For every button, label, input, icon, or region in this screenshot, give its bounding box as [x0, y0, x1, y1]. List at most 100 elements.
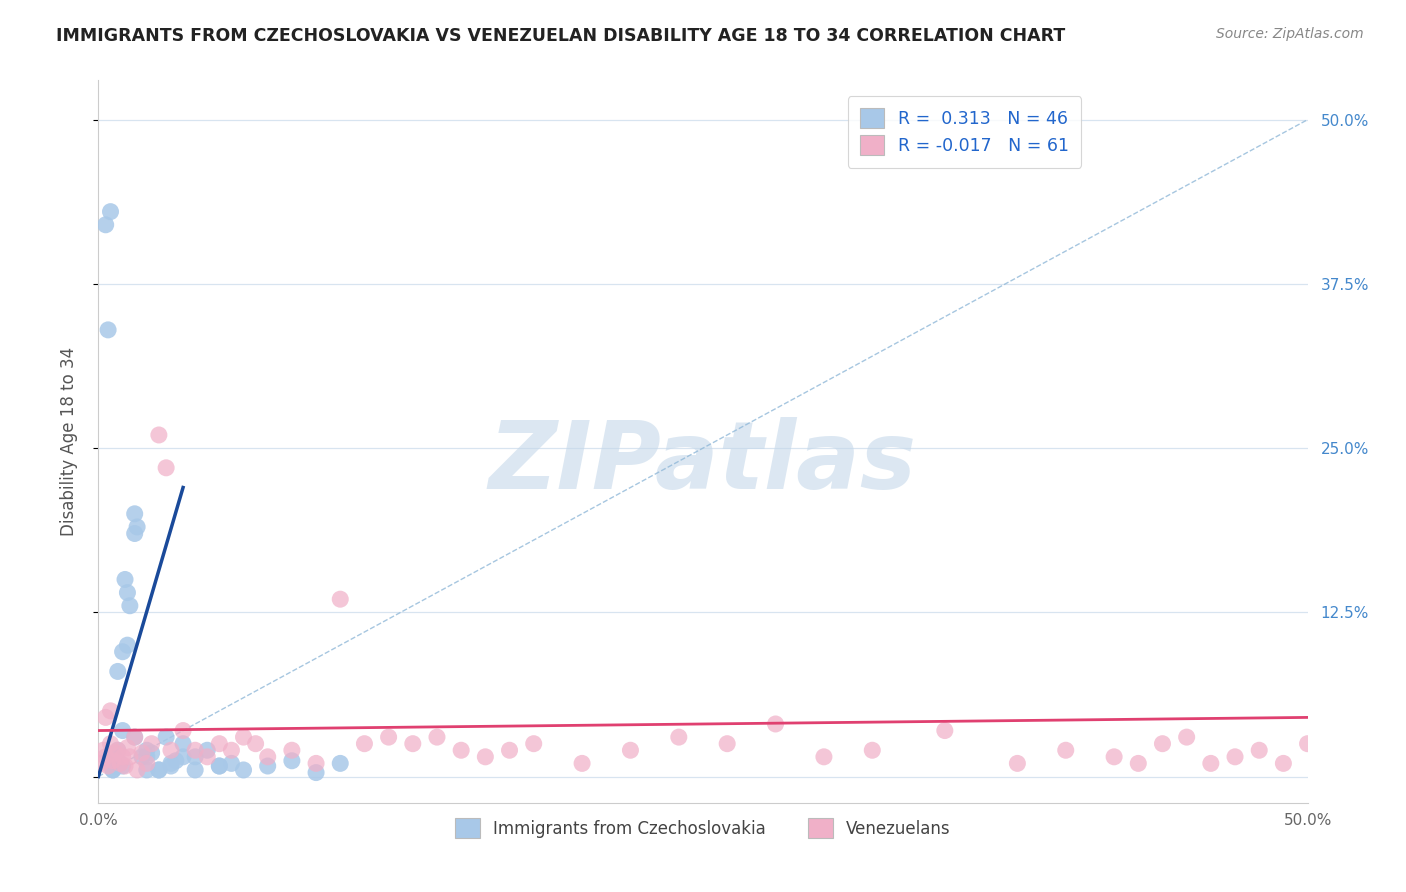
Point: [107, 743, 129, 757]
Point: [1054, 743, 1077, 757]
Point: [208, 759, 231, 773]
Point: [245, 737, 267, 751]
Point: [124, 730, 146, 744]
Point: [232, 763, 254, 777]
Point: [498, 743, 520, 757]
Point: [172, 749, 194, 764]
Point: [195, 743, 218, 757]
Point: [165, 754, 187, 768]
Point: [101, 763, 124, 777]
Point: [160, 759, 183, 773]
Point: [127, 763, 149, 777]
Point: [114, 573, 136, 587]
Point: [523, 737, 546, 751]
Point: [184, 749, 207, 764]
Point: [111, 645, 134, 659]
Point: [172, 723, 194, 738]
Point: [716, 737, 738, 751]
Point: [90, 756, 112, 771]
Point: [1296, 737, 1319, 751]
Point: [1272, 756, 1295, 771]
Point: [135, 763, 157, 777]
Point: [1199, 756, 1222, 771]
Point: [124, 507, 146, 521]
Point: [91, 743, 114, 757]
Point: [135, 756, 157, 771]
Point: [184, 763, 207, 777]
Point: [1007, 756, 1029, 771]
Point: [160, 743, 183, 757]
Point: [1175, 730, 1198, 744]
Point: [118, 749, 141, 764]
Point: [221, 756, 243, 771]
Point: [101, 754, 124, 768]
Point: [934, 723, 956, 738]
Point: [195, 749, 218, 764]
Y-axis label: Disability Age 18 to 34: Disability Age 18 to 34: [59, 347, 77, 536]
Point: [221, 743, 243, 757]
Point: [148, 763, 170, 777]
Point: [101, 763, 124, 777]
Point: [100, 737, 122, 751]
Point: [131, 746, 153, 760]
Point: [135, 749, 157, 764]
Point: [184, 743, 207, 757]
Point: [111, 723, 134, 738]
Point: [256, 749, 278, 764]
Point: [765, 717, 787, 731]
Point: [131, 749, 153, 764]
Point: [1249, 743, 1271, 757]
Point: [426, 730, 449, 744]
Point: [281, 754, 304, 768]
Point: [117, 740, 139, 755]
Point: [124, 526, 146, 541]
Point: [100, 704, 122, 718]
Point: [402, 737, 425, 751]
Point: [474, 749, 496, 764]
Point: [114, 759, 136, 773]
Point: [155, 730, 177, 744]
Point: [111, 749, 134, 764]
Point: [172, 737, 194, 751]
Point: [124, 730, 146, 744]
Point: [141, 746, 163, 760]
Point: [256, 759, 278, 773]
Point: [107, 743, 129, 757]
Legend: Immigrants from Czechoslovakia, Venezuelans: Immigrants from Czechoslovakia, Venezuel…: [449, 812, 957, 845]
Point: [118, 599, 141, 613]
Point: [860, 743, 883, 757]
Point: [104, 749, 127, 764]
Point: [100, 204, 122, 219]
Point: [117, 638, 139, 652]
Point: [571, 756, 593, 771]
Point: [329, 756, 352, 771]
Point: [148, 763, 170, 777]
Point: [94, 218, 117, 232]
Point: [377, 730, 399, 744]
Point: [94, 710, 117, 724]
Point: [104, 759, 127, 773]
Point: [108, 756, 131, 771]
Point: [108, 756, 131, 771]
Point: [100, 756, 122, 771]
Point: [813, 749, 835, 764]
Point: [94, 749, 117, 764]
Point: [148, 428, 170, 442]
Point: [1128, 756, 1150, 771]
Point: [104, 746, 127, 760]
Point: [208, 737, 231, 751]
Point: [127, 520, 149, 534]
Point: [107, 665, 129, 679]
Point: [450, 743, 472, 757]
Point: [117, 585, 139, 599]
Point: [619, 743, 641, 757]
Point: [141, 737, 163, 751]
Text: ZIPatlas: ZIPatlas: [489, 417, 917, 509]
Point: [305, 765, 328, 780]
Text: IMMIGRANTS FROM CZECHOSLOVAKIA VS VENEZUELAN DISABILITY AGE 18 TO 34 CORRELATION: IMMIGRANTS FROM CZECHOSLOVAKIA VS VENEZU…: [56, 27, 1066, 45]
Point: [281, 743, 304, 757]
Point: [305, 756, 328, 771]
Point: [1102, 749, 1125, 764]
Text: Source: ZipAtlas.com: Source: ZipAtlas.com: [1216, 27, 1364, 41]
Point: [135, 743, 157, 757]
